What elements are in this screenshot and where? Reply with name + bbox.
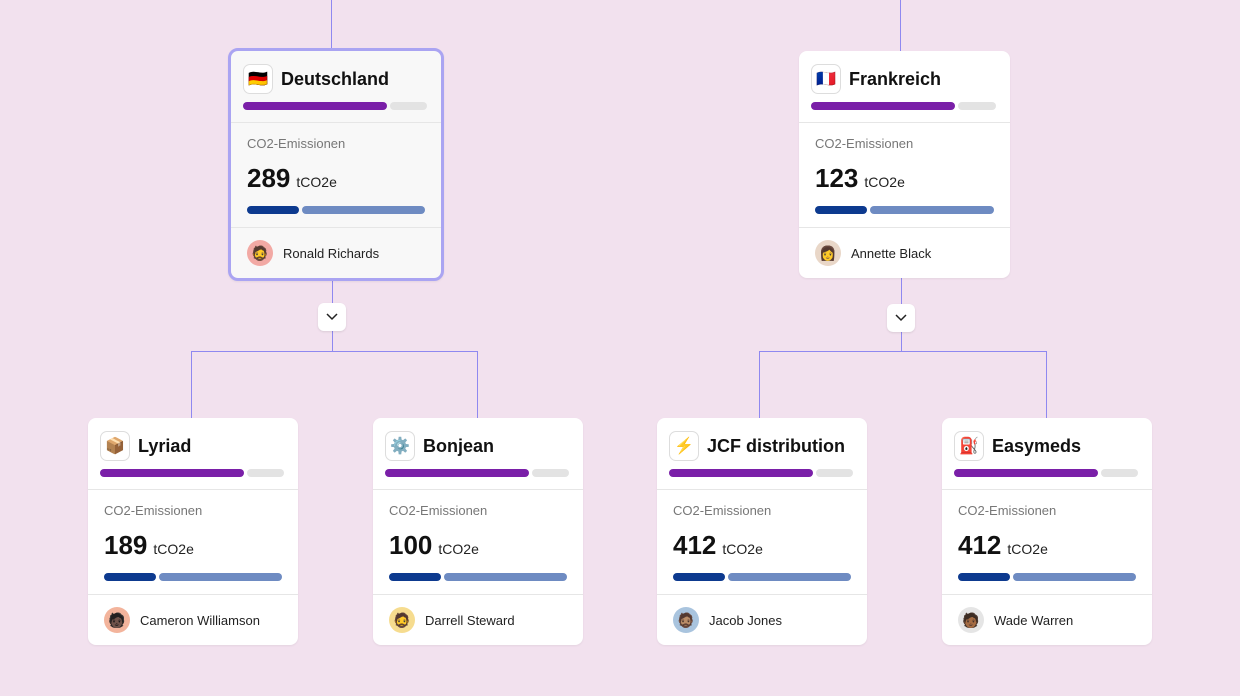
package-icon: 📦	[100, 431, 130, 461]
collapse-button-frankreich[interactable]	[887, 304, 915, 332]
progress-bar	[243, 102, 427, 110]
emission-value: 189	[104, 530, 148, 560]
owner-name: Jacob Jones	[709, 612, 782, 628]
owner-name: Annette Black	[851, 245, 932, 261]
metric-label: CO2-Emissionen	[958, 503, 1057, 518]
emission-value: 100	[389, 530, 433, 560]
avatar: 🧔	[247, 240, 273, 266]
avatar: 🧑🏿	[104, 607, 130, 633]
avatar: 🧔🏽	[673, 607, 699, 633]
metric-label: CO2-Emissionen	[104, 503, 203, 518]
card-title: Deutschland	[281, 68, 390, 89]
avatar: 👩	[815, 240, 841, 266]
entity-card[interactable]: ⚡ JCF distribution CO2-Emissionen 412 tCO…	[657, 418, 867, 645]
emission-bar	[815, 206, 994, 214]
avatar: 🧑🏾	[958, 607, 984, 633]
emission-unit: tCO2e	[864, 174, 905, 190]
card-header: 🇩🇪 Deutschland	[231, 51, 441, 123]
germany-flag-icon: 🇩🇪	[243, 64, 273, 94]
emission-value: 412	[673, 530, 717, 560]
emission-bar	[104, 573, 282, 581]
entity-card[interactable]: ⛽ Easymeds CO2-Emissionen 412 tCO2e 🧑🏾 Wa…	[942, 418, 1152, 645]
emission-unit: tCO2e	[438, 541, 479, 557]
entity-card[interactable]: 📦 Lyriad CO2-Emissionen 189 tCO2e 🧑🏿 Came…	[88, 418, 298, 645]
metric-label: CO2-Emissionen	[673, 503, 772, 518]
chevron-down-icon	[326, 313, 338, 321]
owner-name: Darrell Steward	[425, 612, 515, 628]
emission-bar	[673, 573, 851, 581]
progress-bar	[669, 469, 853, 477]
progress-bar	[811, 102, 996, 110]
emission-bar	[389, 573, 567, 581]
progress-bar	[385, 469, 569, 477]
emission-unit: tCO2e	[722, 541, 763, 557]
entity-card[interactable]: ⚙️ Bonjean CO2-Emissionen 100 tCO2e 🧔 Dar…	[373, 418, 583, 645]
card-title: JCF distribution	[707, 435, 845, 456]
entity-card[interactable]: 🇫🇷 Frankreich CO2-Emissionen 123 tCO2e 👩 …	[799, 51, 1010, 278]
card-header: 📦 Lyriad	[88, 418, 298, 490]
emission-bar	[247, 206, 425, 214]
card-header: ⚙️ Bonjean	[373, 418, 583, 490]
collapse-button-deutschland[interactable]	[318, 303, 346, 331]
owner-name: Wade Warren	[994, 612, 1074, 628]
emission-bar	[958, 573, 1136, 581]
card-title: Easymeds	[992, 435, 1082, 456]
emission-value: 123	[815, 163, 859, 193]
card-header: ⛽ Easymeds	[942, 418, 1152, 490]
emission-value: 289	[247, 163, 291, 193]
card-title: Frankreich	[849, 68, 942, 89]
card-header: ⚡ JCF distribution	[657, 418, 867, 490]
metric-label: CO2-Emissionen	[815, 136, 914, 151]
card-header: 🇫🇷 Frankreich	[799, 51, 1010, 123]
entity-card[interactable]: 🇩🇪 Deutschland CO2-Emissionen 289 tCO2e 🧔…	[228, 48, 444, 281]
owner-name: Ronald Richards	[283, 245, 380, 261]
card-title: Lyriad	[138, 435, 192, 456]
metric-label: CO2-Emissionen	[389, 503, 488, 518]
france-flag-icon: 🇫🇷	[811, 64, 841, 94]
progress-bar	[954, 469, 1138, 477]
progress-bar	[100, 469, 284, 477]
emission-unit: tCO2e	[153, 541, 194, 557]
fuel-pump-icon: ⛽	[954, 431, 984, 461]
emission-value: 412	[958, 530, 1002, 560]
emission-unit: tCO2e	[1007, 541, 1048, 557]
lightning-icon: ⚡	[669, 431, 699, 461]
avatar: 🧔	[389, 607, 415, 633]
metric-label: CO2-Emissionen	[247, 136, 346, 151]
gear-icon: ⚙️	[385, 431, 415, 461]
card-title: Bonjean	[423, 435, 495, 456]
emission-unit: tCO2e	[296, 174, 337, 190]
chevron-down-icon	[895, 314, 907, 322]
owner-name: Cameron Williamson	[140, 612, 260, 628]
